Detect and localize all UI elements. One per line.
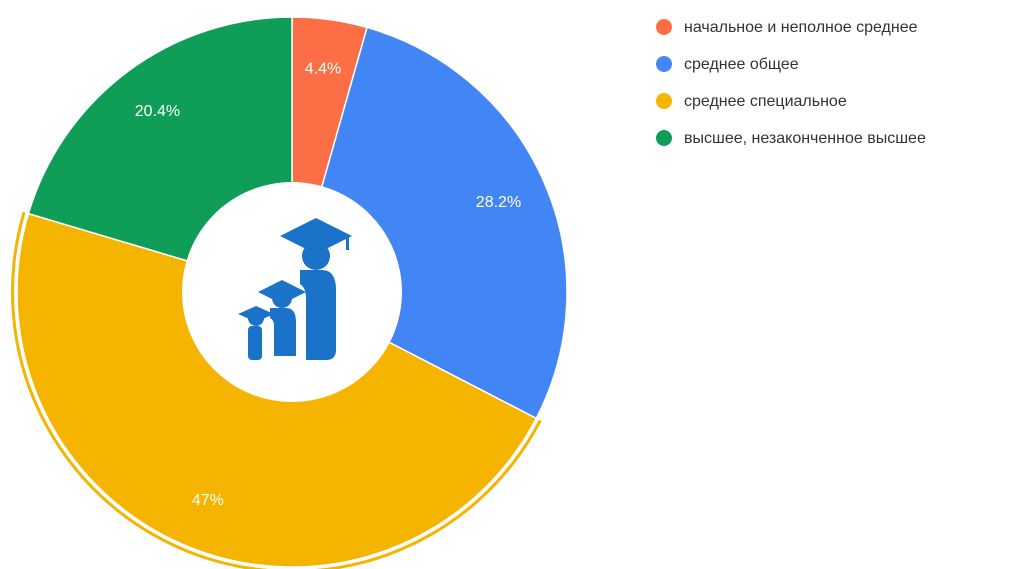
legend-label: высшее, незаконченное высшее bbox=[684, 130, 926, 147]
legend-swatch bbox=[656, 93, 672, 109]
value-labels: 4.4% 28.2% 47% 20.4% bbox=[135, 60, 521, 509]
legend-label: начальное и неполное среднее bbox=[684, 19, 918, 36]
value-label: 28.2% bbox=[476, 194, 521, 211]
legend: начальное и неполное среднее среднее обще… bbox=[656, 19, 926, 147]
legend-swatch bbox=[656, 130, 672, 146]
value-label: 4.4% bbox=[305, 60, 341, 77]
legend-swatch bbox=[656, 56, 672, 72]
legend-swatch bbox=[656, 19, 672, 35]
value-label: 47% bbox=[192, 492, 224, 509]
value-label: 20.4% bbox=[135, 103, 180, 120]
legend-label: среднее специальное bbox=[684, 93, 847, 110]
legend-label: среднее общее bbox=[684, 56, 799, 73]
center-icon bbox=[182, 182, 402, 402]
